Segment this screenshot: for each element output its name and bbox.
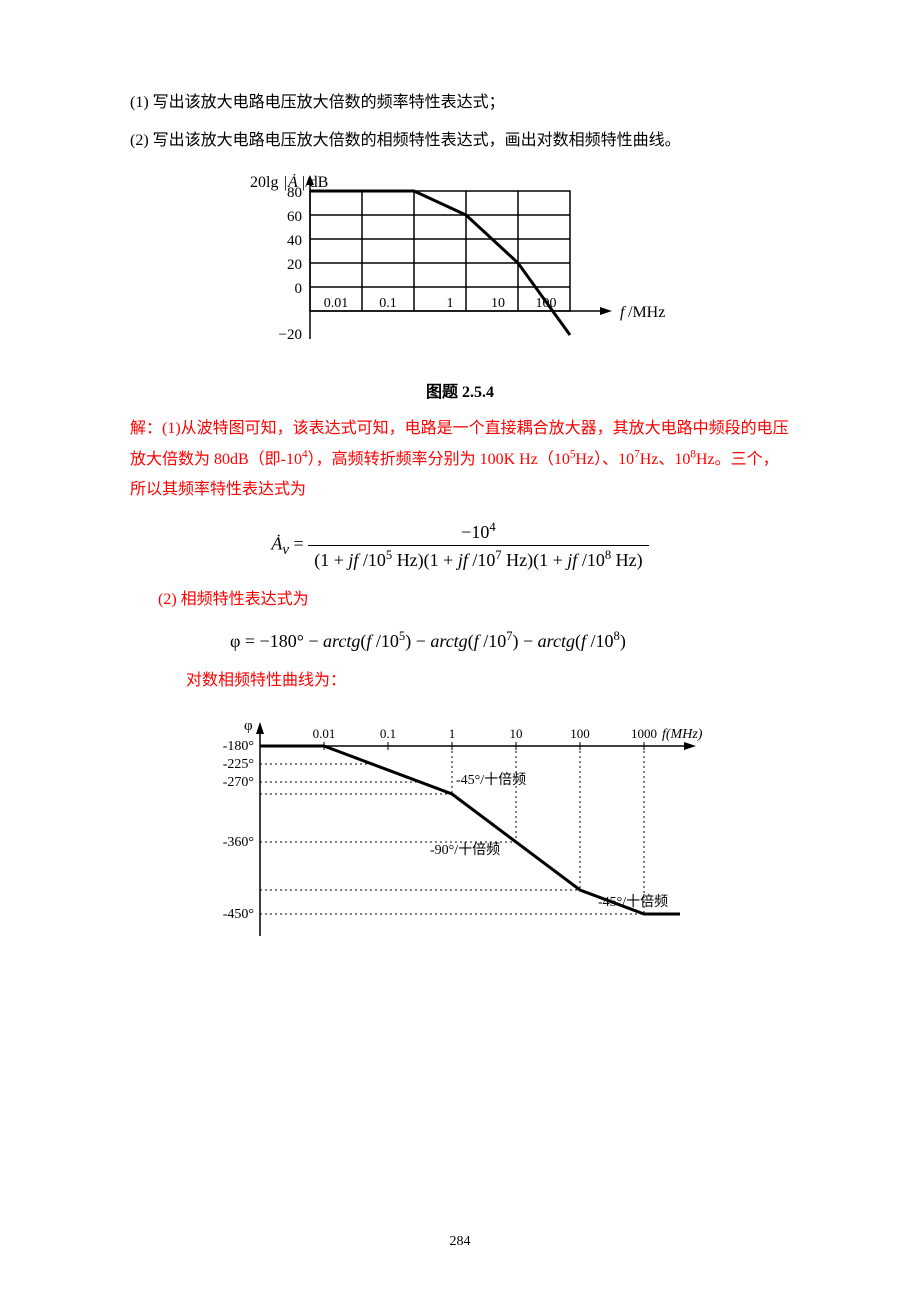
- svg-text:80: 80: [287, 185, 302, 201]
- question-2: (2) 写出该放大电路电压放大倍数的相频特性表达式，画出对数相频特性曲线。: [130, 128, 790, 154]
- svg-text:1: 1: [449, 726, 456, 741]
- svg-text:f(MHz): f(MHz): [662, 727, 703, 742]
- phase-annotation-3: -45°/十倍频: [598, 894, 668, 910]
- formula-av: Ȧv = −104 (1 + jf /105 Hz)(1 + jf /107 …: [130, 520, 790, 571]
- svg-text:1: 1: [447, 296, 454, 311]
- phase-curve-label: 对数相频特性曲线为：: [186, 666, 790, 696]
- svg-text:0.1: 0.1: [380, 726, 396, 741]
- solution-text-1: (1)从波特图可知，该表达式可知，电路是一个直接耦合放大器，其放大电路中频段的电…: [130, 420, 789, 498]
- svg-text:−20: −20: [279, 327, 302, 343]
- svg-text:1000: 1000: [631, 726, 657, 741]
- figure-caption: 图题 2.5.4: [130, 378, 790, 402]
- svg-text:40: 40: [287, 233, 302, 249]
- svg-text:60: 60: [287, 209, 302, 225]
- svg-text:100: 100: [570, 726, 590, 741]
- svg-text:f: f: [620, 304, 627, 321]
- svg-text:-270°: -270°: [223, 775, 254, 790]
- svg-text:0.01: 0.01: [324, 296, 349, 311]
- phase-annotation-1: -45°/十倍频: [456, 772, 526, 788]
- phase-annotation-2: -90°/十倍频: [430, 842, 500, 858]
- svg-text:20: 20: [287, 257, 302, 273]
- svg-text:-180°: -180°: [223, 739, 254, 754]
- svg-text:-225°: -225°: [223, 757, 254, 772]
- svg-text:0.01: 0.01: [313, 726, 336, 741]
- question-1: (1) 写出该放大电路电压放大倍数的频率特性表达式；: [130, 90, 790, 116]
- svg-text:-360°: -360°: [223, 835, 254, 850]
- svg-text:0.1: 0.1: [379, 296, 397, 311]
- svg-text:0: 0: [295, 281, 303, 297]
- svg-text:φ: φ: [244, 718, 253, 734]
- svg-text:10: 10: [491, 296, 505, 311]
- solution-part2-label: (2) 相频特性表达式为: [158, 585, 790, 615]
- svg-text:/MHz: /MHz: [628, 304, 665, 321]
- svg-text:-450°: -450°: [223, 907, 254, 922]
- phase-chart: φ 0.01 0.1 1 10 100 1000 f(MHz): [130, 714, 790, 949]
- solution-label: 解：: [130, 420, 162, 437]
- solution-part1: 解：(1)从波特图可知，该表达式可知，电路是一个直接耦合放大器，其放大电路中频段…: [130, 414, 790, 506]
- svg-text:10: 10: [510, 726, 523, 741]
- bode-chart: 20lg | Ȧ |/dB: [130, 171, 790, 366]
- formula-phi: φ = −180° − arctg(f /105) − arctg(f /107…: [230, 629, 790, 652]
- svg-text:20lg: 20lg: [250, 174, 278, 191]
- svg-text:|/dB: |/dB: [302, 174, 328, 191]
- page-number: 284: [0, 1234, 920, 1250]
